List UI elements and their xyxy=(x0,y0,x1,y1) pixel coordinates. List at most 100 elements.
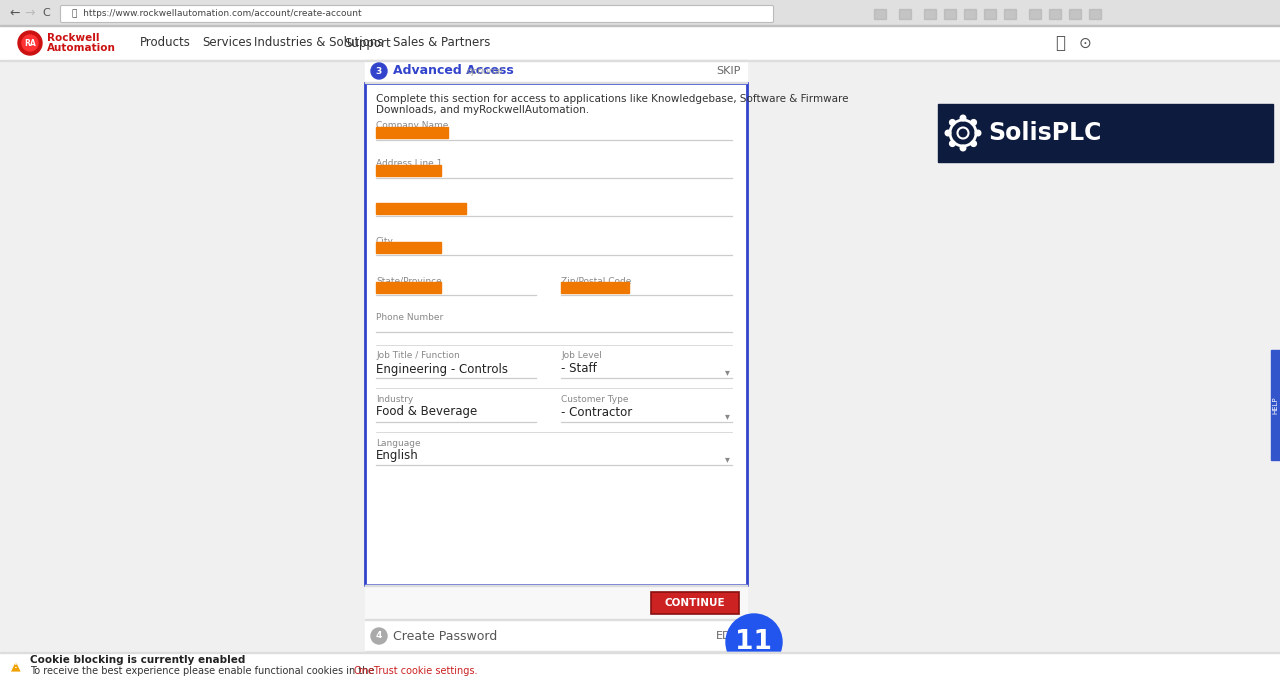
Text: SolisPLC: SolisPLC xyxy=(988,121,1101,145)
Text: Cookie blocking is currently enabled: Cookie blocking is currently enabled xyxy=(29,655,246,665)
Circle shape xyxy=(960,146,966,151)
Bar xyxy=(924,9,936,19)
Text: Job Level: Job Level xyxy=(561,352,602,360)
Bar xyxy=(0,25,1280,26)
Circle shape xyxy=(371,63,387,79)
Text: ▾: ▾ xyxy=(726,454,730,464)
Text: Engineering - Controls: Engineering - Controls xyxy=(376,362,508,375)
Text: Job Title / Function: Job Title / Function xyxy=(376,352,460,360)
Circle shape xyxy=(371,628,387,644)
Bar xyxy=(365,620,748,652)
Text: Services: Services xyxy=(202,37,252,50)
Text: - Contractor: - Contractor xyxy=(561,405,632,418)
Bar xyxy=(945,9,956,19)
Text: C: C xyxy=(42,8,50,18)
Text: Company Name: Company Name xyxy=(376,122,448,131)
FancyBboxPatch shape xyxy=(652,592,739,614)
Bar xyxy=(938,104,1274,162)
Bar xyxy=(376,127,448,138)
Bar xyxy=(376,242,442,253)
Text: Language: Language xyxy=(376,439,421,447)
Text: ←: ← xyxy=(10,7,20,20)
Text: Complete this section for access to applications like Knowledgebase, Software & : Complete this section for access to appl… xyxy=(376,94,849,104)
Bar xyxy=(365,619,748,620)
Bar xyxy=(376,282,442,293)
Bar xyxy=(365,585,748,620)
Bar xyxy=(874,9,886,19)
Bar xyxy=(0,652,1280,680)
Bar xyxy=(376,203,466,214)
Bar xyxy=(899,9,911,19)
Text: 🔒  https://www.rockwellautomation.com/account/create-account: 🔒 https://www.rockwellautomation.com/acc… xyxy=(72,10,362,18)
Text: English: English xyxy=(376,449,419,462)
Text: ▾: ▾ xyxy=(726,411,730,421)
Text: optional: optional xyxy=(467,67,503,75)
Bar xyxy=(365,60,748,61)
Text: ⊙: ⊙ xyxy=(1079,35,1092,50)
Circle shape xyxy=(950,120,955,125)
Circle shape xyxy=(970,141,977,146)
Circle shape xyxy=(22,35,38,51)
Bar xyxy=(365,83,748,585)
Text: Sales & Partners: Sales & Partners xyxy=(393,37,490,50)
Text: Food & Beverage: Food & Beverage xyxy=(376,405,477,418)
Text: RA: RA xyxy=(24,39,36,48)
Bar xyxy=(1271,350,1280,460)
Circle shape xyxy=(726,614,782,670)
Text: Downloads, and myRockwellAutomation.: Downloads, and myRockwellAutomation. xyxy=(376,105,589,115)
Bar xyxy=(1069,9,1082,19)
Text: HELP: HELP xyxy=(1272,396,1277,414)
Text: - Staff: - Staff xyxy=(561,362,596,375)
Circle shape xyxy=(975,130,980,136)
Bar xyxy=(365,82,748,83)
Text: Support: Support xyxy=(344,37,390,50)
Bar xyxy=(1004,9,1016,19)
Text: State/Province: State/Province xyxy=(376,277,442,286)
Text: CONTINUE: CONTINUE xyxy=(664,598,726,608)
Bar xyxy=(365,585,748,586)
Bar xyxy=(0,0,1280,25)
Bar xyxy=(365,60,748,82)
Circle shape xyxy=(970,120,977,125)
Text: →: → xyxy=(24,7,36,20)
Text: 11: 11 xyxy=(736,629,773,655)
Bar xyxy=(0,60,1280,61)
Text: Products: Products xyxy=(140,37,191,50)
Text: ▾: ▾ xyxy=(726,367,730,377)
Text: ▲: ▲ xyxy=(12,660,20,673)
Bar xyxy=(0,26,1280,60)
Text: SKIP: SKIP xyxy=(717,66,741,76)
Bar xyxy=(1089,9,1101,19)
Bar xyxy=(984,9,996,19)
Text: 3: 3 xyxy=(376,67,383,75)
Text: Automation: Automation xyxy=(47,43,116,53)
Bar xyxy=(964,9,977,19)
Text: Create Password: Create Password xyxy=(393,630,497,643)
Bar xyxy=(365,651,748,652)
Circle shape xyxy=(945,130,951,136)
Text: To receive the best experience please enable functional cookies in the: To receive the best experience please en… xyxy=(29,666,380,676)
Text: Rockwell: Rockwell xyxy=(47,33,100,43)
Text: Advanced Access: Advanced Access xyxy=(393,63,513,77)
Bar xyxy=(1029,9,1041,19)
Circle shape xyxy=(960,115,966,121)
Text: City: City xyxy=(376,237,394,245)
Text: ⌕: ⌕ xyxy=(1055,34,1065,52)
FancyBboxPatch shape xyxy=(60,5,773,22)
Bar xyxy=(376,165,442,176)
Text: Industry: Industry xyxy=(376,394,413,403)
Text: OneTrust cookie settings.: OneTrust cookie settings. xyxy=(355,666,477,676)
Text: 4: 4 xyxy=(376,632,383,641)
Bar xyxy=(561,282,628,293)
Circle shape xyxy=(18,31,42,55)
Text: !: ! xyxy=(14,662,18,670)
Bar xyxy=(0,652,1280,653)
Text: Customer Type: Customer Type xyxy=(561,394,628,403)
Text: EDIT: EDIT xyxy=(716,631,741,641)
Text: Phone Number: Phone Number xyxy=(376,313,443,322)
Text: Zip/Postal Code: Zip/Postal Code xyxy=(561,277,631,286)
Circle shape xyxy=(950,141,955,146)
Text: Industries & Solutions: Industries & Solutions xyxy=(253,37,384,50)
Bar xyxy=(1050,9,1061,19)
Text: Address Line 1: Address Line 1 xyxy=(376,160,443,169)
